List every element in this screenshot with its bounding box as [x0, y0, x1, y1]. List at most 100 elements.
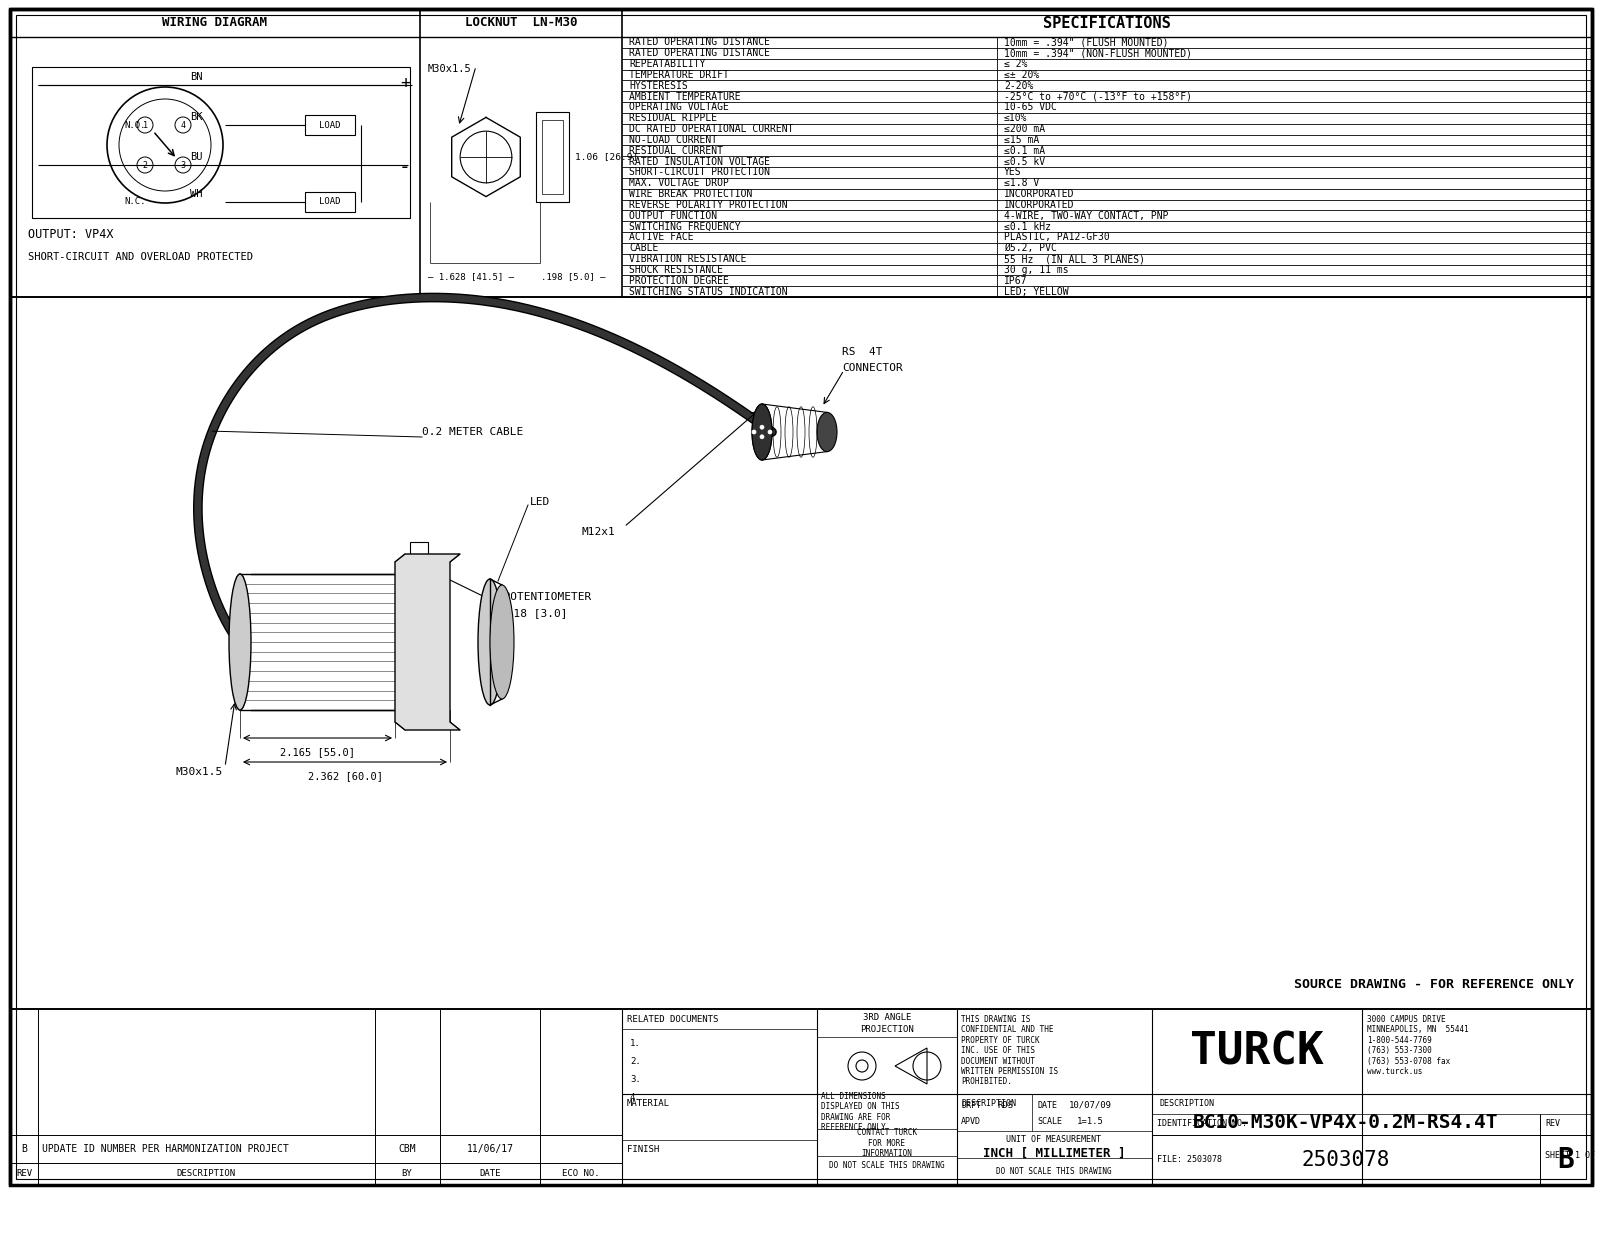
Bar: [32, 67, 410, 218]
Bar: [536, 113, 568, 202]
Text: ≤± 20%: ≤± 20%: [1005, 71, 1040, 80]
Text: HYSTERESIS: HYSTERESIS: [629, 80, 688, 90]
Text: YES: YES: [1005, 167, 1022, 177]
Text: BY: BY: [402, 1169, 413, 1179]
Text: DESCRIPTION: DESCRIPTION: [1160, 1100, 1214, 1108]
Text: BK: BK: [190, 113, 203, 122]
Text: M30x1.5: M30x1.5: [174, 767, 222, 777]
Text: 3.: 3.: [630, 1075, 640, 1085]
Text: ≤10%: ≤10%: [1005, 114, 1027, 124]
Text: 2.: 2.: [630, 1058, 640, 1066]
Ellipse shape: [229, 574, 251, 710]
Text: 2.165 [55.0]: 2.165 [55.0]: [280, 747, 355, 757]
Text: N.C.: N.C.: [125, 198, 146, 207]
Text: BN: BN: [190, 72, 203, 82]
Text: 4-WIRE, TWO-WAY CONTACT, PNP: 4-WIRE, TWO-WAY CONTACT, PNP: [1005, 210, 1168, 220]
Text: 2.362 [60.0]: 2.362 [60.0]: [307, 771, 382, 781]
Text: PROTECTION DEGREE: PROTECTION DEGREE: [629, 276, 730, 286]
Text: +: +: [400, 74, 410, 92]
Text: REV: REV: [1546, 1119, 1560, 1128]
Text: INCORPORATED: INCORPORATED: [1005, 200, 1075, 210]
Text: 0.2 METER CABLE: 0.2 METER CABLE: [422, 427, 523, 437]
Text: -25°C to +70°C (-13°F to +158°F): -25°C to +70°C (-13°F to +158°F): [1005, 92, 1192, 101]
Text: WH: WH: [190, 189, 203, 199]
Text: LOAD: LOAD: [320, 198, 341, 207]
Text: M12x1: M12x1: [582, 527, 616, 537]
Text: CONNECTOR: CONNECTOR: [842, 362, 902, 374]
Text: ACTIVE FACE: ACTIVE FACE: [629, 233, 694, 242]
Text: DRFT: DRFT: [962, 1101, 981, 1110]
Text: B: B: [1558, 1145, 1574, 1174]
Text: B: B: [21, 1144, 27, 1154]
Text: ALL DIMENSIONS
DISPLAYED ON THIS
DRAWING ARE FOR
REFERENCE ONLY: ALL DIMENSIONS DISPLAYED ON THIS DRAWING…: [821, 1092, 899, 1132]
Circle shape: [760, 426, 765, 429]
Text: THIS DRAWING IS
CONFIDENTIAL AND THE
PROPERTY OF TURCK
INC. USE OF THIS
DOCUMENT: THIS DRAWING IS CONFIDENTIAL AND THE PRO…: [962, 1016, 1058, 1086]
Text: LED; YELLOW: LED; YELLOW: [1005, 287, 1069, 297]
Text: BU: BU: [190, 152, 203, 162]
Text: RATED OPERATING DISTANCE: RATED OPERATING DISTANCE: [629, 37, 770, 47]
Text: 4: 4: [181, 120, 186, 130]
Ellipse shape: [752, 404, 771, 460]
Text: -: -: [398, 158, 410, 177]
Text: 3000 CAMPUS DRIVE
MINNEAPOLIS, MN  55441
1-800-544-7769
(763) 553-7300
(763) 553: 3000 CAMPUS DRIVE MINNEAPOLIS, MN 55441 …: [1366, 1016, 1469, 1076]
Text: OPERATING VOLTAGE: OPERATING VOLTAGE: [629, 103, 730, 113]
Circle shape: [760, 434, 765, 439]
Text: RESIDUAL RIPPLE: RESIDUAL RIPPLE: [629, 114, 717, 124]
Text: 2: 2: [142, 161, 147, 169]
Text: SHORT-CIRCUIT AND OVERLOAD PROTECTED: SHORT-CIRCUIT AND OVERLOAD PROTECTED: [29, 252, 253, 262]
Text: CBM: CBM: [398, 1144, 416, 1154]
Polygon shape: [395, 554, 461, 730]
Text: SHORT-CIRCUIT PROTECTION: SHORT-CIRCUIT PROTECTION: [629, 167, 770, 177]
Text: OUTPUT FUNCTION: OUTPUT FUNCTION: [629, 210, 717, 220]
Text: TURCK: TURCK: [1190, 1030, 1323, 1074]
Text: IP67: IP67: [1005, 276, 1027, 286]
Text: INCORPORATED: INCORPORATED: [1005, 189, 1075, 199]
Text: 2-20%: 2-20%: [1005, 80, 1034, 90]
Text: 55 Hz  (IN ALL 3 PLANES): 55 Hz (IN ALL 3 PLANES): [1005, 254, 1146, 263]
Text: 3: 3: [181, 161, 186, 169]
Ellipse shape: [478, 579, 502, 705]
Bar: [306, 115, 355, 135]
Text: MAX. VOLTAGE DROP: MAX. VOLTAGE DROP: [629, 178, 730, 188]
Text: — POTENTIOMETER: — POTENTIOMETER: [490, 593, 592, 602]
Text: 10/07/09: 10/07/09: [1069, 1101, 1112, 1110]
Text: FINISH: FINISH: [627, 1145, 659, 1154]
Text: APVD: APVD: [962, 1117, 981, 1126]
Text: UPDATE ID NUMBER PER HARMONIZATION PROJECT: UPDATE ID NUMBER PER HARMONIZATION PROJE…: [42, 1144, 288, 1154]
Text: 1=1.5: 1=1.5: [1077, 1117, 1104, 1126]
Bar: [410, 542, 429, 554]
Text: 11/06/17: 11/06/17: [467, 1144, 514, 1154]
Text: — 1.628 [41.5] —: — 1.628 [41.5] —: [429, 272, 514, 282]
Text: .198 [5.0] —: .198 [5.0] —: [541, 272, 605, 282]
Text: LOCKNUT  LN-M30: LOCKNUT LN-M30: [464, 16, 578, 30]
Text: 30 g, 11 ms: 30 g, 11 ms: [1005, 265, 1069, 275]
Text: VIBRATION RESISTANCE: VIBRATION RESISTANCE: [629, 254, 747, 263]
Text: DO NOT SCALE THIS DRAWING: DO NOT SCALE THIS DRAWING: [829, 1162, 946, 1170]
Text: DC RATED OPERATIONAL CURRENT: DC RATED OPERATIONAL CURRENT: [629, 124, 794, 134]
Ellipse shape: [818, 412, 837, 452]
Text: DO NOT SCALE THIS DRAWING: DO NOT SCALE THIS DRAWING: [997, 1168, 1112, 1176]
Text: ECO NO.: ECO NO.: [562, 1169, 600, 1179]
Ellipse shape: [230, 574, 250, 710]
Text: DATE: DATE: [1037, 1101, 1058, 1110]
Text: 3RD ANGLE: 3RD ANGLE: [862, 1013, 910, 1022]
Circle shape: [752, 430, 757, 434]
Text: RDS: RDS: [997, 1101, 1013, 1110]
Text: LED: LED: [530, 497, 550, 507]
Text: 10-65 VDC: 10-65 VDC: [1005, 103, 1058, 113]
Text: 10mm = .394" (NON-FLUSH MOUNTED): 10mm = .394" (NON-FLUSH MOUNTED): [1005, 48, 1192, 58]
Text: REPEATABILITY: REPEATABILITY: [629, 59, 706, 69]
Text: ≤ 2%: ≤ 2%: [1005, 59, 1027, 69]
Text: SCALE: SCALE: [1037, 1117, 1062, 1126]
Text: RATED OPERATING DISTANCE: RATED OPERATING DISTANCE: [629, 48, 770, 58]
Text: LOAD: LOAD: [320, 120, 341, 130]
Text: WIRE BREAK PROTECTION: WIRE BREAK PROTECTION: [629, 189, 752, 199]
Text: MATERIAL: MATERIAL: [627, 1100, 670, 1108]
Circle shape: [768, 430, 771, 434]
Text: BC10-M30K-VP4X-0.2M-RS4.4T: BC10-M30K-VP4X-0.2M-RS4.4T: [1194, 1112, 1499, 1132]
Text: Ø5.2, PVC: Ø5.2, PVC: [1005, 244, 1058, 254]
Text: TEMPERATURE DRIFT: TEMPERATURE DRIFT: [629, 71, 730, 80]
Text: INCH [ MILLIMETER ]: INCH [ MILLIMETER ]: [982, 1147, 1125, 1159]
Text: CABLE: CABLE: [629, 244, 658, 254]
Text: NO-LOAD CURRENT: NO-LOAD CURRENT: [629, 135, 717, 145]
